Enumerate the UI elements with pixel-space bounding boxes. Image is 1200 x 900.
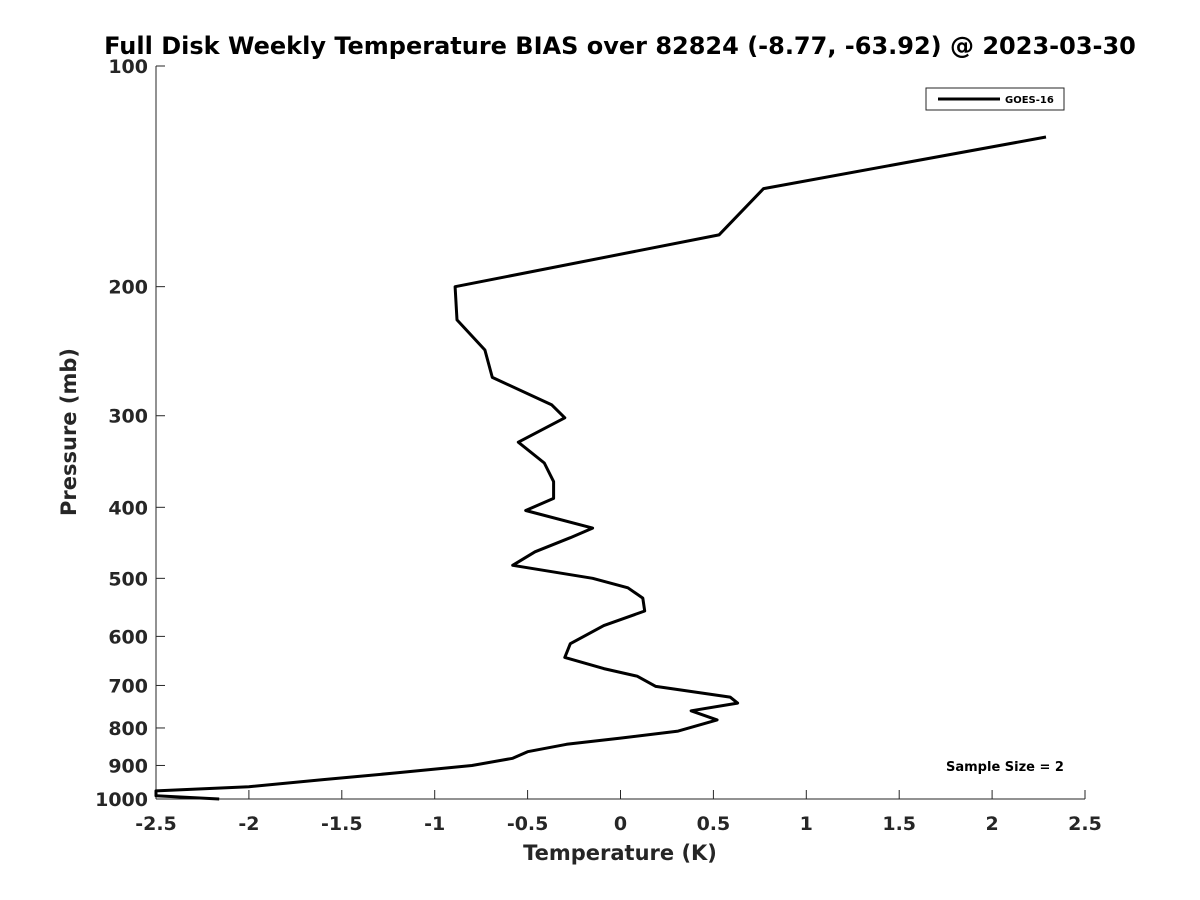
x-tick-label: 0.5	[697, 813, 731, 835]
x-tick-label: 0	[614, 813, 627, 835]
y-tick-label: 800	[108, 718, 148, 740]
y-tick-label: 200	[108, 277, 148, 299]
sample-size-annotation: Sample Size = 2	[946, 760, 1064, 775]
y-tick-label: 1000	[95, 789, 148, 811]
y-tick-label: 300	[108, 406, 148, 428]
chart-title: Full Disk Weekly Temperature BIAS over 8…	[104, 32, 1136, 60]
x-tick-label: 2.5	[1068, 813, 1102, 835]
y-tick-label: 500	[108, 568, 148, 590]
y-tick-label: 100	[108, 56, 148, 78]
legend: GOES-16	[925, 87, 1065, 111]
x-tick-label: 1	[800, 813, 813, 835]
y-tick-label: 400	[108, 497, 148, 519]
series-layer	[154, 135, 1047, 801]
y-tick-label: 900	[108, 755, 148, 777]
x-axis-label: Temperature (K)	[523, 841, 717, 865]
x-ticks: -2.5 -2 -1.5 -1 -0.5 0 0.5 1 1.5 2 2.5	[135, 790, 1102, 835]
y-ticks: 100 200 300 400 500 600 700 800 900 1000	[95, 56, 165, 811]
y-tick-label: 600	[108, 626, 148, 648]
x-tick-label: 1.5	[882, 813, 916, 835]
legend-label-goes-16: GOES-16	[1005, 95, 1054, 106]
axes	[155, 66, 1085, 800]
x-tick-label: -0.5	[507, 813, 549, 835]
y-tick-label: 700	[108, 675, 148, 697]
x-tick-label: -2	[238, 813, 259, 835]
x-tick-label: -1	[424, 813, 445, 835]
y-axis-label: Pressure (mb)	[57, 348, 81, 516]
x-tick-label: 2	[985, 813, 998, 835]
x-tick-label: -2.5	[135, 813, 177, 835]
series-line-goes-16	[154, 135, 1047, 801]
x-tick-label: -1.5	[321, 813, 363, 835]
